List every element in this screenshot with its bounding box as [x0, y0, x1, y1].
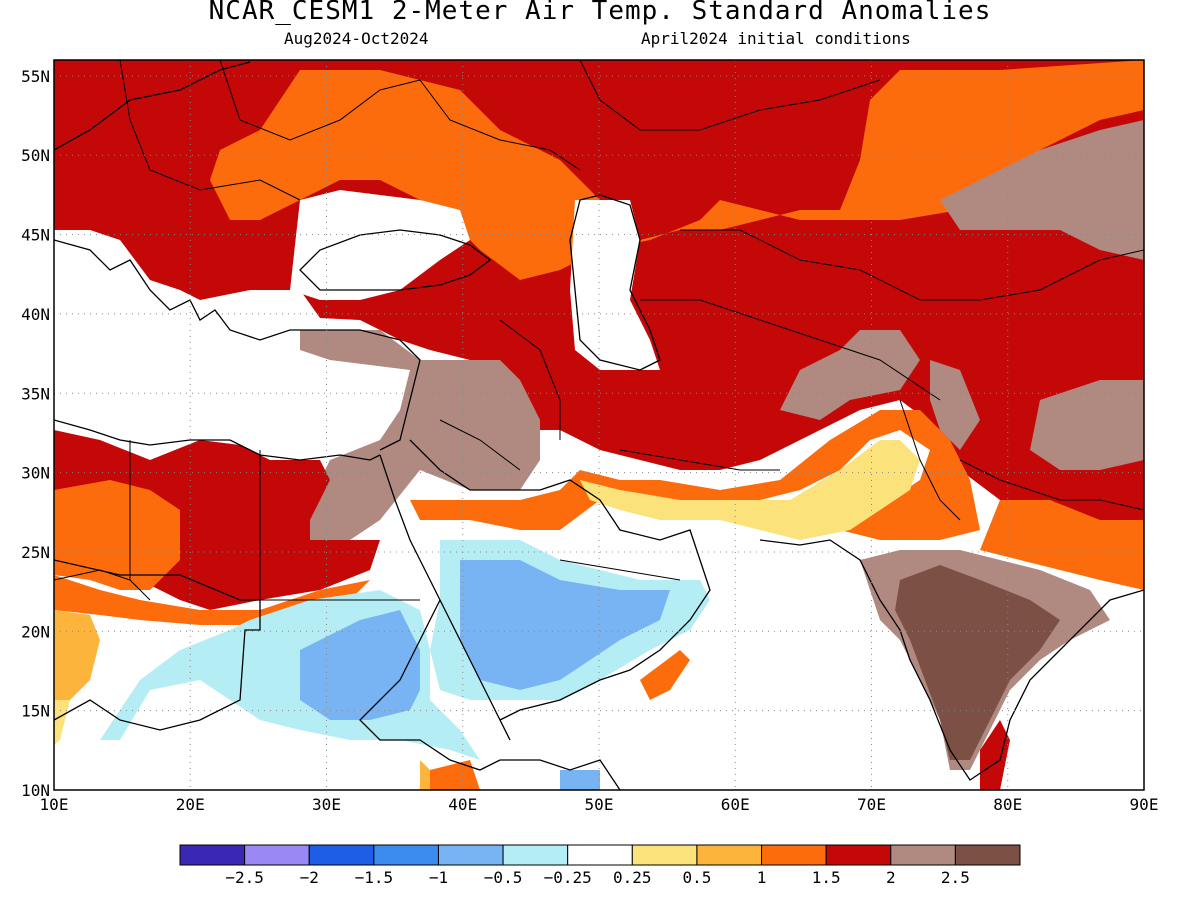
anomaly-region-oman-coast	[640, 650, 690, 700]
legend-label: 0.5	[682, 868, 711, 887]
legend-swatch	[696, 844, 763, 866]
legend-swatch	[761, 844, 827, 866]
anomaly-region-east-europe	[210, 60, 1144, 280]
anomaly-region-sahara-core	[54, 480, 180, 590]
longitude-label: 80E	[993, 795, 1022, 814]
anomaly-region-south-india	[980, 720, 1010, 790]
legend-swatch	[437, 844, 504, 866]
longitude-label: 90E	[1130, 795, 1159, 814]
latitude-label: 15N	[21, 702, 50, 721]
anomaly-region-india-core	[895, 565, 1060, 760]
latitude-label: 20N	[21, 622, 50, 641]
legend-label: 2	[886, 868, 896, 887]
anomaly-fill-layer	[54, 60, 1144, 790]
legend-label: −0.5	[484, 868, 523, 887]
legend-swatch	[825, 844, 892, 866]
anomaly-region-horn-blue	[300, 610, 420, 720]
legend-swatch	[179, 844, 246, 866]
latitude-label: 10N	[21, 781, 50, 800]
legend-swatch	[244, 844, 310, 866]
legend-label: −2	[300, 868, 319, 887]
latitude-label: 50N	[21, 146, 50, 165]
anomaly-region-afghanistan	[780, 330, 920, 420]
anomaly-region-sahel-2	[54, 700, 70, 745]
color-legend: −2.5 −2 −1.5 −1 −0.5 −0.25 0.25 0.5 1 1.5 2 2.5	[179, 844, 1021, 887]
longitude-label: 60E	[721, 795, 750, 814]
latitude-label: 35N	[21, 384, 50, 403]
legend-label: 2.5	[941, 868, 970, 887]
latitude-label: 25N	[21, 543, 50, 562]
initial-conditions: April2024 initial conditions	[641, 29, 911, 48]
anomaly-region-tibet	[1030, 380, 1144, 470]
legend-swatch	[954, 844, 1021, 866]
latitude-labels: 10N 15N 20N 25N 30N 35N 40N 45N 50N 55N	[21, 67, 50, 800]
legend-label: −1	[429, 868, 448, 887]
latitude-label: 45N	[21, 226, 50, 245]
legend-swatch	[502, 844, 569, 866]
anomaly-region-mediterranean	[54, 240, 410, 460]
anomaly-region-gulf-band	[410, 410, 980, 540]
longitude-label: 30E	[312, 795, 341, 814]
legend-swatch	[567, 844, 633, 866]
legend-label: 1	[757, 868, 767, 887]
border-layer	[54, 60, 1144, 601]
anomaly-region-ethiopia-spot	[430, 760, 480, 790]
legend-label: −1.5	[355, 868, 394, 887]
longitude-label: 20E	[176, 795, 205, 814]
legend-label: 1.5	[812, 868, 841, 887]
latitude-label: 30N	[21, 464, 50, 483]
legend-swatch	[373, 844, 439, 866]
legend-label: −0.25	[544, 868, 592, 887]
longitude-label: 40E	[448, 795, 477, 814]
anomaly-region-bengal	[980, 500, 1144, 590]
longitude-label: 50E	[585, 795, 614, 814]
coastline-layer	[54, 61, 1144, 790]
legend-swatch	[890, 844, 956, 866]
legend-label: −2.5	[225, 868, 264, 887]
map-title: NCAR_CESM1 2-Meter Air Temp. Standard An…	[208, 0, 992, 26]
forecast-period: Aug2024-Oct2024	[284, 29, 429, 48]
anomaly-region-gulf-aden-blue	[560, 770, 600, 790]
anomaly-region-levant	[300, 330, 540, 540]
latitude-label: 55N	[21, 67, 50, 86]
anomaly-region-ethiopia-spot-edge	[420, 760, 430, 790]
anomaly-region-sahel	[54, 610, 100, 700]
legend-swatch	[631, 844, 698, 866]
anomaly-region-arabia-blue	[460, 560, 670, 690]
anomaly-region-caspian	[570, 200, 660, 370]
latitude-label: 40N	[21, 305, 50, 324]
legend-label: 0.25	[613, 868, 652, 887]
map-frame	[53, 59, 1145, 791]
longitude-label: 10E	[40, 795, 69, 814]
longitude-labels: 10E 20E 30E 40E 50E 60E 70E 80E 90E	[40, 795, 1159, 814]
anomaly-region-pakistan-north	[930, 360, 980, 450]
anomaly-region-gulf-yellow	[580, 440, 920, 540]
longitude-label: 70E	[857, 795, 886, 814]
anomaly-region-black-sea	[290, 190, 470, 300]
legend-swatch	[308, 844, 375, 866]
